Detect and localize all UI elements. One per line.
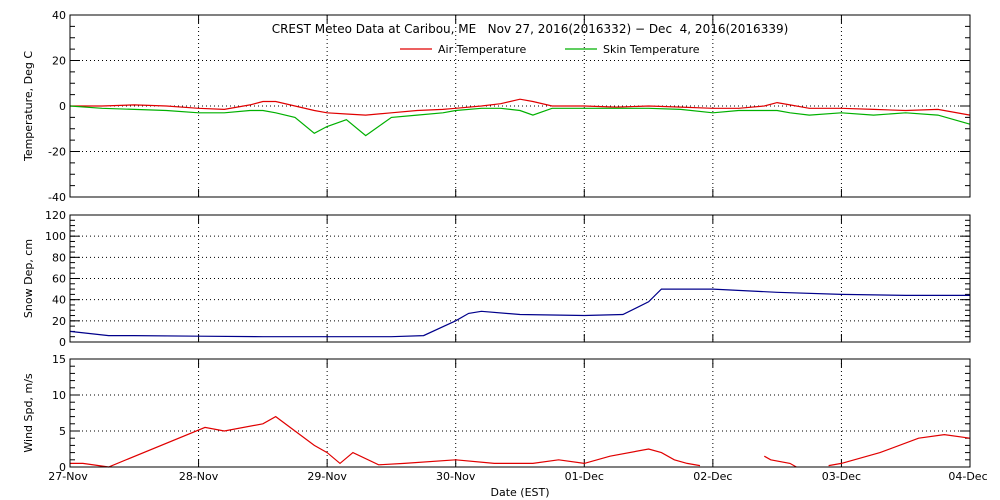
y-tick-label: 0 (59, 100, 66, 113)
x-tick-label: 27-Nov (48, 470, 88, 483)
x-tick-label: 30-Nov (436, 470, 476, 483)
x-tick-label: 02-Dec (693, 470, 732, 483)
y-tick-label: 40 (52, 9, 66, 22)
series-line-skin-temperature (69, 105, 971, 137)
y-axis-label: Snow Dep, cm (22, 239, 35, 318)
series-line-wind-speed (70, 415, 971, 468)
y-tick-label: -40 (48, 191, 66, 204)
x-tick-label: 28-Nov (179, 470, 219, 483)
legend-label: Skin Temperature (603, 43, 700, 56)
y-tick-label: 120 (45, 209, 66, 222)
y-tick-label: 60 (52, 273, 66, 286)
y-tick-label: 20 (52, 315, 66, 328)
y-tick-label: 0 (59, 461, 66, 474)
plot-frame (69, 214, 971, 343)
x-tick-label: 29-Nov (307, 470, 347, 483)
y-tick-label: 80 (52, 251, 66, 264)
series-line-snow-depth (69, 288, 970, 338)
series-line-air-temperature (70, 98, 971, 116)
y-tick-label: 10 (52, 389, 66, 402)
y-tick-label: 100 (45, 230, 66, 243)
legend-label: Air Temperature (438, 43, 527, 56)
y-tick-label: 15 (52, 353, 66, 366)
panel-3: 0 5 10 15 Wind Spd, m/s (22, 353, 971, 474)
panel-2: 0 20 40 60 80 100 120 Snow Dep, cm (22, 209, 971, 349)
x-tick-label: 01-Dec (565, 470, 604, 483)
x-tick-label: 04-Dec (948, 470, 987, 483)
y-tick-label: -20 (48, 146, 66, 159)
x-tick-label: 03-Dec (822, 470, 861, 483)
y-tick-label: 5 (59, 425, 66, 438)
y-axis-label: Temperature, Deg C (22, 51, 35, 162)
y-tick-label: 40 (52, 294, 66, 307)
y-tick-label: 0 (59, 336, 66, 349)
panel-1: -40 -20 0 20 40 Temperature, Deg C (22, 9, 971, 204)
x-axis-label: Date (EST) (490, 486, 549, 499)
plot-frame (69, 358, 971, 468)
chart-title: CREST Meteo Data at Caribou, ME Nov 27, … (272, 22, 789, 36)
y-tick-label: 20 (52, 55, 66, 68)
y-axis-label: Wind Spd, m/s (22, 373, 35, 453)
plot-frame (69, 14, 971, 198)
